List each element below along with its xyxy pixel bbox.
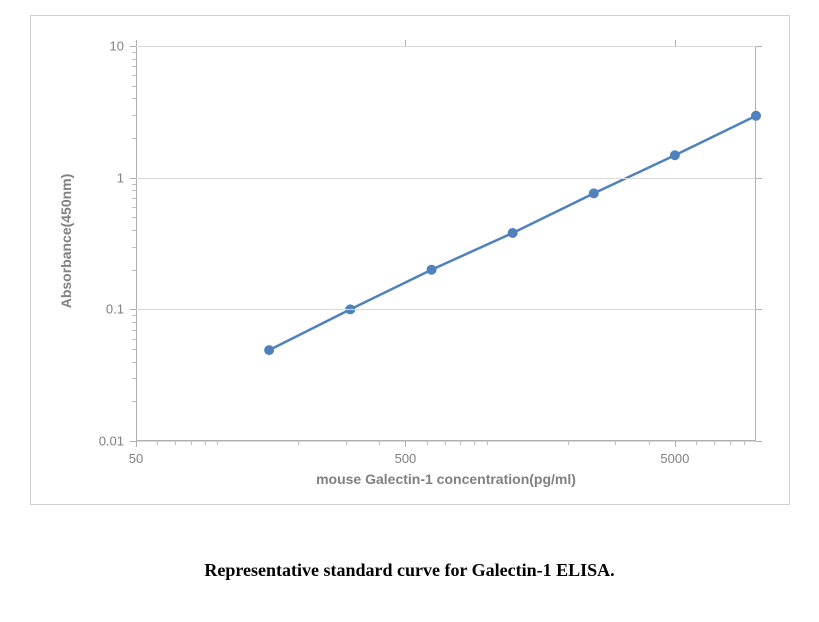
- x-tick-top: [136, 40, 137, 46]
- y-tick-minor: [132, 339, 136, 340]
- x-tick-minor: [445, 441, 446, 445]
- y-tick-minor: [132, 247, 136, 248]
- chart-svg: [136, 46, 756, 441]
- y-tick-minor: [132, 138, 136, 139]
- y-tick-minor: [132, 86, 136, 87]
- chart-panel: Absorbance(450nm) mouse Galectin-1 conce…: [30, 15, 790, 505]
- gridline-h: [136, 441, 756, 442]
- x-tick-minor: [730, 441, 731, 445]
- x-tick: [405, 441, 406, 447]
- x-tick-minor: [460, 441, 461, 445]
- y-tick-right: [756, 441, 762, 442]
- x-tick-minor: [714, 441, 715, 445]
- x-tick-minor: [191, 441, 192, 445]
- x-tick-minor: [157, 441, 158, 445]
- x-tick-minor: [615, 441, 616, 445]
- x-tick-top: [675, 40, 676, 46]
- y-tick: [130, 309, 136, 310]
- gridline-h: [136, 46, 756, 47]
- x-tick-minor: [487, 441, 488, 445]
- y-tick-minor: [132, 330, 136, 331]
- y-tick-minor: [132, 207, 136, 208]
- y-tick-minor: [132, 52, 136, 53]
- y-tick-minor: [132, 270, 136, 271]
- data-marker: [589, 188, 599, 198]
- x-tick-minor: [744, 441, 745, 445]
- y-axis-title: Absorbance(450nm): [58, 174, 74, 309]
- x-tick: [675, 441, 676, 447]
- y-tick-label: 1: [117, 170, 124, 185]
- y-tick-right: [756, 309, 762, 310]
- y-tick-minor: [132, 378, 136, 379]
- y-tick-right: [756, 178, 762, 179]
- gridline-h: [136, 309, 756, 310]
- x-tick-minor: [217, 441, 218, 445]
- x-tick-minor: [298, 441, 299, 445]
- data-marker: [508, 228, 518, 238]
- y-tick-minor: [132, 217, 136, 218]
- plot-area: 0.010.1110505005000: [136, 46, 756, 441]
- y-tick-minor: [132, 98, 136, 99]
- y-tick-minor: [132, 59, 136, 60]
- y-tick-label: 0.1: [106, 302, 124, 317]
- data-marker: [751, 111, 761, 121]
- x-tick-minor: [205, 441, 206, 445]
- y-tick-minor: [132, 115, 136, 116]
- x-tick-label: 5000: [660, 451, 689, 466]
- y-tick-label: 10: [110, 39, 124, 54]
- y-tick-minor: [132, 75, 136, 76]
- y-tick-minor: [132, 401, 136, 402]
- y-tick-label: 0.01: [99, 434, 124, 449]
- y-tick-minor: [132, 66, 136, 67]
- y-tick-minor: [132, 230, 136, 231]
- x-axis-title: mouse Galectin-1 concentration(pg/ml): [316, 471, 576, 487]
- figure-caption: Representative standard curve for Galect…: [0, 560, 819, 581]
- x-tick-minor: [427, 441, 428, 445]
- x-tick: [136, 441, 137, 447]
- x-tick-minor: [474, 441, 475, 445]
- x-tick-label: 50: [129, 451, 143, 466]
- gridline-h: [136, 178, 756, 179]
- x-tick-top: [405, 40, 406, 46]
- y-tick-minor: [132, 198, 136, 199]
- y-tick-minor: [132, 315, 136, 316]
- x-tick-minor: [175, 441, 176, 445]
- y-tick-minor: [132, 322, 136, 323]
- y-tick-minor: [132, 190, 136, 191]
- x-tick-minor: [379, 441, 380, 445]
- y-tick: [130, 46, 136, 47]
- y-tick-minor: [132, 349, 136, 350]
- y-tick: [130, 178, 136, 179]
- y-tick-right: [756, 46, 762, 47]
- x-tick-label: 500: [395, 451, 417, 466]
- y-tick-minor: [132, 184, 136, 185]
- data-marker: [427, 265, 437, 275]
- x-tick-minor: [346, 441, 347, 445]
- data-marker: [670, 150, 680, 160]
- x-tick-minor: [649, 441, 650, 445]
- x-tick-minor: [568, 441, 569, 445]
- y-tick-minor: [132, 362, 136, 363]
- x-tick-minor: [696, 441, 697, 445]
- data-marker: [264, 345, 274, 355]
